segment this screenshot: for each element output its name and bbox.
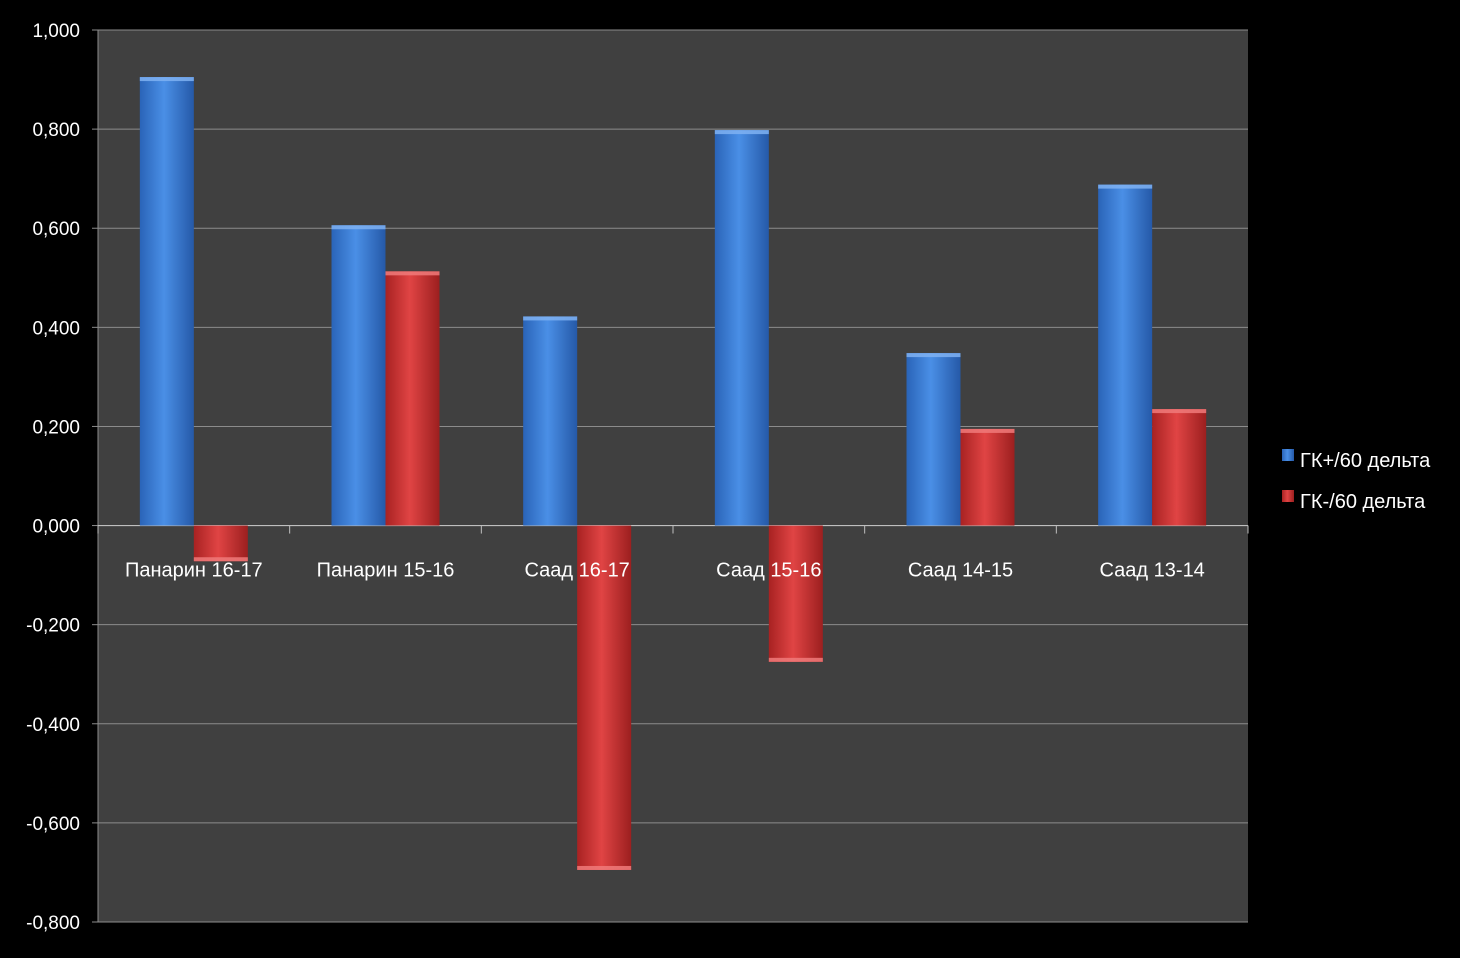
- y-tick-label: 1,000: [32, 21, 80, 42]
- legend-label-gk-minus: ГК-/60 дельта: [1300, 491, 1426, 513]
- bar-gk-minus: [577, 525, 632, 870]
- bar-body: [385, 271, 440, 526]
- bar-body: [1152, 409, 1207, 526]
- x-category-label: Панарин 16-17: [125, 560, 263, 582]
- y-tick-label: 0,600: [32, 219, 80, 240]
- legend-swatch-gk-plus: [1282, 449, 1294, 461]
- legend-swatch-gk-minus: [1282, 490, 1294, 502]
- bar-gk-plus: [714, 130, 769, 526]
- bar-cap: [577, 865, 632, 870]
- bar-body: [960, 428, 1015, 526]
- plot-area: [98, 30, 1248, 922]
- bar-cap: [714, 130, 769, 135]
- y-tick-label: 0,800: [32, 120, 80, 141]
- legend-label-gk-plus: ГК+/60 дельта: [1300, 450, 1431, 472]
- bar-cap: [331, 225, 386, 230]
- bar-cap: [1152, 409, 1207, 414]
- legend: ГК+/60 дельта ГК-/60 дельта: [1282, 449, 1431, 513]
- bar-cap: [139, 77, 194, 82]
- bar-body: [139, 77, 194, 526]
- bar-cap: [193, 557, 248, 562]
- y-tick-label: 0,200: [32, 417, 80, 438]
- bar-gk-plus: [331, 225, 386, 526]
- bar-body: [331, 225, 386, 526]
- bar-cap: [960, 428, 1015, 433]
- x-category-label: Панарин 15-16: [317, 560, 455, 582]
- y-tick-label: -0,200: [26, 616, 80, 637]
- bar-body: [768, 525, 823, 662]
- y-tick-label: 0,000: [32, 517, 80, 538]
- bar-gk-minus: [385, 271, 440, 526]
- bar-body: [577, 525, 632, 870]
- x-category-label: Саад 14-15: [908, 560, 1013, 582]
- bar-gk-plus: [1098, 184, 1153, 526]
- bar-cap: [385, 271, 440, 276]
- y-tick-label: 0,400: [32, 318, 80, 339]
- bar-body: [193, 525, 248, 562]
- bar-cap: [1098, 184, 1153, 189]
- bar-gk-plus: [906, 353, 961, 526]
- bar-gk-minus: [1152, 409, 1207, 526]
- y-tick-label: -0,600: [26, 814, 80, 835]
- x-category-label: Саад 15-16: [716, 560, 821, 582]
- bar-gk-minus: [768, 525, 823, 662]
- bar-gk-minus: [960, 428, 1015, 526]
- bar-gk-minus: [193, 525, 248, 562]
- bar-body: [906, 353, 961, 526]
- x-category-label: Саад 16-17: [525, 560, 630, 582]
- bar-gk-plus: [139, 77, 194, 526]
- bar-cap: [768, 657, 823, 662]
- bar-gk-plus: [523, 316, 578, 526]
- y-tick-label: -0,400: [26, 715, 80, 736]
- bar-cap: [523, 316, 578, 321]
- bar-body: [714, 130, 769, 526]
- bar-body: [1098, 184, 1153, 526]
- bar-body: [523, 316, 578, 526]
- y-tick-label: -0,800: [26, 913, 80, 934]
- bar-cap: [906, 353, 961, 358]
- x-category-label: Саад 13-14: [1100, 560, 1205, 582]
